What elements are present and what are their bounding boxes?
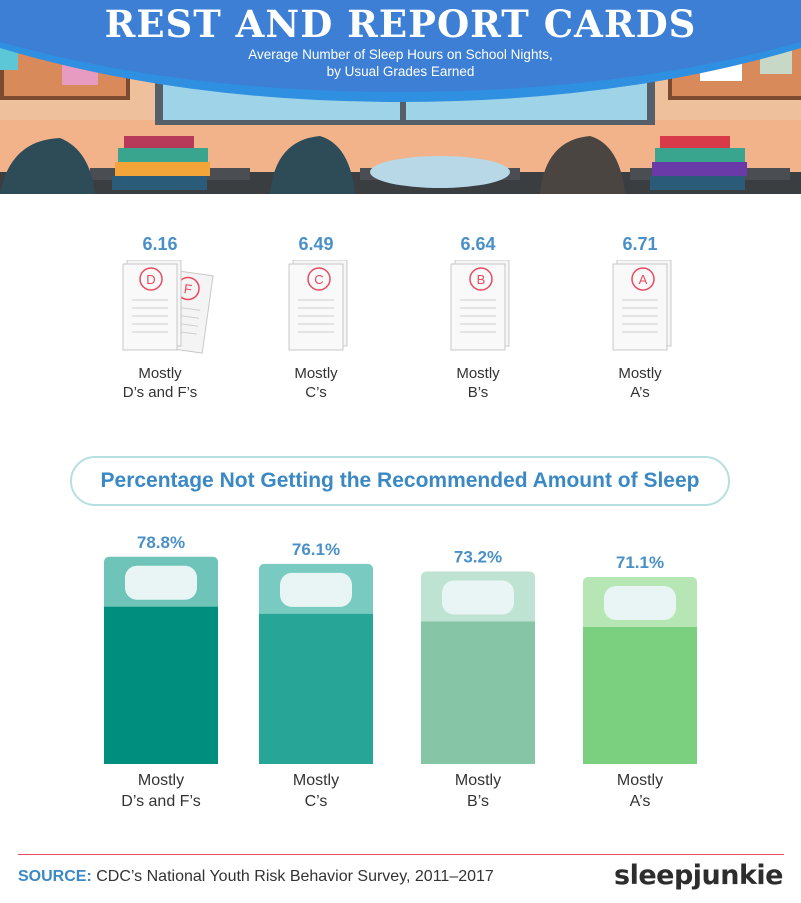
grade-label-line-2: D’s and F’s — [122, 384, 198, 401]
grade-letter-d: D — [146, 272, 155, 287]
report-card-c-icon: C — [288, 260, 348, 351]
sleepjunkie-logo: sleepjunkie — [614, 860, 784, 891]
bar-label-line-1: Mostly — [616, 772, 664, 789]
bar-label-line-2: A’s — [629, 793, 651, 810]
grade-label-line-1: Mostly — [138, 365, 182, 382]
bar-category-label: Mostly C’s — [236, 770, 396, 812]
source-label: SOURCE: — [18, 868, 92, 885]
grade-label: Mostly A’s — [560, 364, 720, 402]
page-title: REST AND REPORT CARDS — [104, 2, 697, 46]
grade-label-line-2: C’s — [305, 384, 327, 401]
grade-label-line-1: Mostly — [294, 365, 338, 382]
grade-label: Mostly D’s and F’s — [80, 364, 240, 402]
bar-value-label: 71.1% — [616, 553, 664, 572]
bed-bar: 76.1% — [259, 540, 373, 764]
grade-letter-c: C — [314, 272, 323, 287]
page-subtitle: Average Number of Sleep Hours on School … — [0, 46, 801, 80]
bar-value-fill — [259, 613, 373, 764]
subtitle-line-1: Average Number of Sleep Hours on School … — [248, 47, 553, 62]
report-card-df-icon: F D — [122, 260, 214, 354]
report-card-a-icon: A — [612, 260, 672, 351]
bed-bar: 71.1% — [583, 553, 697, 764]
bar-category-label: Mostly D’s and F’s — [81, 770, 241, 812]
grade-letter-f: F — [183, 281, 193, 297]
bar-category-label: Mostly B’s — [398, 770, 558, 812]
bar-value-label: 73.2% — [454, 547, 502, 566]
bar-label-line-2: B’s — [467, 793, 489, 810]
bar-label-line-1: Mostly — [454, 772, 502, 789]
bar-value-fill — [583, 627, 697, 764]
grade-label-line-2: B’s — [467, 384, 489, 401]
subtitle-line-2: by Usual Grades Earned — [326, 64, 475, 79]
sleep-percentage-bed-chart: 78.8% 76.1% 73.2% 71.1% — [104, 533, 697, 764]
bar-label-line-2: D’s and F’s — [121, 793, 201, 810]
grade-label: Mostly C’s — [236, 364, 396, 402]
sleep-hours-value: 6.49 — [298, 234, 334, 254]
source-citation: SOURCE: CDC’s National Youth Risk Behavi… — [18, 868, 494, 886]
grade-letter-a: A — [639, 272, 648, 287]
grade-column-c: 6.49 C Mostly C’s — [236, 232, 396, 402]
pillow-icon — [280, 572, 352, 607]
pillow-icon — [125, 565, 197, 600]
section-banner-text: Percentage Not Getting the Recommended A… — [100, 469, 700, 492]
bar-category-label: Mostly A’s — [560, 770, 720, 812]
grade-label-line-1: Mostly — [618, 365, 662, 382]
grade-column-a: 6.71 A Mostly A’s — [560, 232, 720, 402]
source-text: CDC’s National Youth Risk Behavior Surve… — [96, 868, 494, 885]
grade-label-line-1: Mostly — [456, 365, 500, 382]
pillow-icon — [604, 586, 676, 621]
bed-bar: 78.8% — [104, 533, 218, 764]
pillow-icon — [442, 580, 514, 615]
header-illustration: REST AND REPORT CARDS Average Number of … — [0, 0, 801, 194]
bar-label-line-2: C’s — [304, 793, 328, 810]
sleep-hours-value: 6.64 — [460, 234, 496, 254]
report-card-b-icon: B — [450, 260, 510, 351]
bed-bar: 73.2% — [421, 547, 535, 764]
bar-label-line-1: Mostly — [137, 772, 185, 789]
sleep-hours-value: 6.71 — [622, 234, 658, 254]
bar-value-label: 76.1% — [292, 540, 340, 559]
bar-value-fill — [104, 606, 218, 764]
classroom-illustration — [0, 0, 801, 194]
grade-column-b: 6.64 B Mostly B’s — [398, 232, 558, 402]
section-banner: Percentage Not Getting the Recommended A… — [70, 456, 730, 506]
grade-letter-b: B — [477, 272, 486, 287]
grade-label-line-2: A’s — [630, 384, 650, 401]
footer-divider — [18, 854, 784, 855]
sleep-hours-value: 6.16 — [142, 234, 178, 254]
bar-label-line-1: Mostly — [292, 772, 340, 789]
grade-label: Mostly B’s — [398, 364, 558, 402]
grade-column-df: 6.16 F D Mostly D’s and F’s — [80, 232, 240, 402]
bar-value-label: 78.8% — [137, 533, 185, 552]
bar-value-fill — [421, 621, 535, 764]
